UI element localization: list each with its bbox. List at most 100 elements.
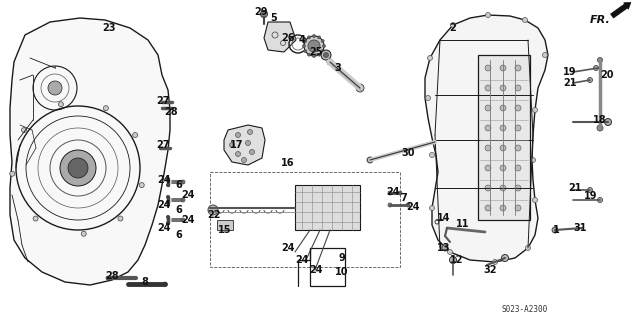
Circle shape [543,53,547,57]
Circle shape [81,231,86,236]
Circle shape [398,191,402,195]
FancyArrow shape [611,3,631,18]
Circle shape [246,140,250,145]
Circle shape [515,165,521,171]
Circle shape [485,145,491,151]
Bar [478,55,530,220]
Circle shape [241,158,246,162]
Circle shape [598,197,602,203]
Circle shape [118,216,123,221]
Circle shape [166,221,170,225]
Text: 26: 26 [281,33,295,43]
Circle shape [166,196,170,198]
Text: 12: 12 [451,255,464,265]
Bar [217,220,233,230]
Polygon shape [264,22,296,52]
Circle shape [493,259,497,264]
Bar [310,248,345,286]
Circle shape [323,44,326,48]
Circle shape [307,36,310,39]
Circle shape [236,152,241,157]
Text: 24: 24 [181,190,195,200]
Text: FR.: FR. [590,15,611,25]
Circle shape [166,202,170,204]
Text: 5: 5 [271,13,277,23]
Circle shape [605,118,611,125]
Text: S023-A2300: S023-A2300 [502,306,548,315]
Circle shape [522,18,527,23]
Circle shape [21,128,26,133]
Circle shape [181,218,185,222]
Text: 8: 8 [141,277,148,287]
Circle shape [230,143,234,147]
Text: 32: 32 [483,265,497,275]
Circle shape [304,49,307,53]
Circle shape [485,185,491,191]
Circle shape [485,85,491,91]
Circle shape [485,205,491,211]
Circle shape [33,216,38,221]
Text: 15: 15 [218,225,232,235]
Circle shape [485,165,491,171]
Circle shape [588,188,593,192]
Circle shape [307,53,310,56]
Text: 23: 23 [102,23,116,33]
Text: 24: 24 [157,175,171,185]
Circle shape [327,59,333,65]
Circle shape [532,108,538,113]
Circle shape [317,36,321,39]
Circle shape [515,125,521,131]
Text: 28: 28 [164,107,178,117]
Circle shape [166,216,170,219]
Text: 24: 24 [387,187,400,197]
Circle shape [308,40,320,52]
Circle shape [486,12,490,18]
Text: 24: 24 [281,243,295,253]
Circle shape [515,105,521,111]
Text: 24: 24 [295,255,308,265]
Circle shape [597,125,603,131]
Text: 3: 3 [335,63,341,73]
Circle shape [593,65,598,70]
Text: 4: 4 [299,35,305,45]
Circle shape [406,203,410,207]
Circle shape [248,130,253,135]
Text: 17: 17 [230,140,244,150]
Text: 19: 19 [584,191,598,201]
Text: 9: 9 [339,253,346,263]
Circle shape [303,44,305,48]
Circle shape [500,65,506,71]
Text: 31: 31 [573,223,587,233]
Circle shape [181,198,185,202]
Circle shape [236,132,241,137]
Text: 20: 20 [600,70,614,80]
Circle shape [140,182,144,188]
Circle shape [428,56,433,61]
Circle shape [429,152,435,158]
Bar [210,172,400,267]
Circle shape [515,205,521,211]
Text: 6: 6 [175,205,182,215]
Circle shape [515,185,521,191]
Text: 30: 30 [401,148,415,158]
Circle shape [388,203,392,207]
Circle shape [500,205,506,211]
Text: 25: 25 [309,47,323,57]
Text: 10: 10 [335,267,349,277]
Text: 7: 7 [401,193,408,203]
Circle shape [531,158,536,162]
Circle shape [502,255,509,262]
Text: 24: 24 [157,200,171,210]
Text: 1: 1 [552,225,559,235]
Circle shape [447,249,452,255]
Circle shape [304,36,324,56]
Circle shape [500,85,506,91]
Circle shape [104,106,108,111]
Circle shape [485,105,491,111]
Circle shape [304,40,307,42]
Circle shape [388,191,392,195]
Circle shape [260,11,268,18]
Circle shape [500,125,506,131]
Circle shape [163,282,167,286]
Circle shape [58,102,63,107]
